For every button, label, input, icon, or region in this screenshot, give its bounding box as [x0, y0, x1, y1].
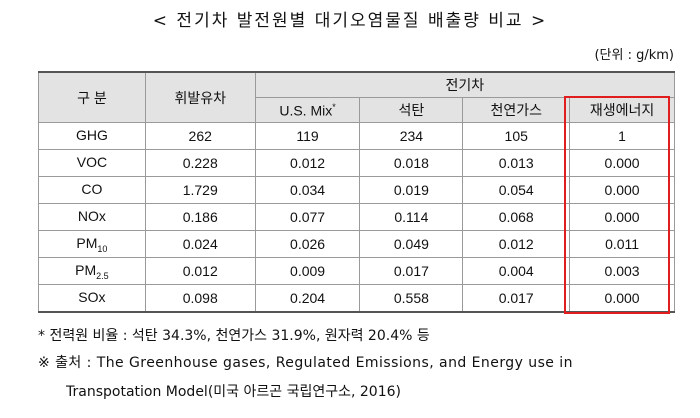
cell-coal: 0.017 [359, 257, 464, 285]
header-renewable: 재생에너지 [569, 97, 675, 123]
cell-us-mix: 0.009 [254, 257, 361, 285]
row-label: NOx [38, 203, 146, 231]
cell-coal: 0.018 [359, 149, 464, 177]
header-us-mix-mark: * [332, 101, 336, 112]
header-us-mix-label: U.S. Mix [279, 102, 333, 119]
header-gasoline: 휘발유차 [144, 71, 256, 123]
cell-natural-gas: 0.004 [462, 257, 571, 285]
page-title: < 전기차 발전원별 대기오염물질 배출량 비교 > [152, 11, 548, 31]
row-label: VOC [38, 149, 146, 177]
power-mix-note: * 전력원 비율 : 석탄 34.3%, 천연가스 31.9%, 원자력 20.… [38, 328, 430, 344]
cell-renewable: 1 [569, 122, 675, 150]
cell-coal: 0.019 [359, 176, 464, 204]
cell-coal: 0.558 [359, 284, 464, 313]
cell-renewable: 0.000 [569, 203, 675, 231]
emissions-table: 구 분 휘발유차 전기차 U.S. Mix* 석탄 천연가스 재생에너지 GHG… [38, 71, 676, 313]
cell-natural-gas: 0.017 [462, 284, 571, 313]
header-natural-gas: 천연가스 [462, 97, 571, 123]
header-coal: 석탄 [359, 97, 464, 123]
cell-us-mix: 0.012 [254, 149, 361, 177]
row-label-text: CO [81, 180, 103, 197]
cell-gasoline: 0.186 [144, 203, 256, 231]
row-label-subscript: 2.5 [96, 270, 109, 281]
cell-renewable: 0.011 [569, 230, 675, 258]
cell-coal: 0.114 [359, 203, 464, 231]
cell-natural-gas: 105 [462, 122, 571, 150]
row-label: SOx [38, 284, 146, 313]
header-us-mix: U.S. Mix* [254, 97, 361, 123]
cell-gasoline: 0.228 [144, 149, 256, 177]
row-label: GHG [38, 122, 146, 150]
cell-coal: 234 [359, 122, 464, 150]
row-label-text: SOx [78, 288, 106, 305]
cell-natural-gas: 0.012 [462, 230, 571, 258]
row-label-text: VOC [76, 153, 108, 170]
cell-natural-gas: 0.068 [462, 203, 571, 231]
cell-coal: 0.049 [359, 230, 464, 258]
table-row: CO 1.729 0.034 0.019 0.054 0.000 [38, 176, 675, 204]
table-row: VOC 0.228 0.012 0.018 0.013 0.000 [38, 149, 675, 177]
cell-gasoline: 0.098 [144, 284, 256, 313]
cell-natural-gas: 0.054 [462, 176, 571, 204]
cell-renewable: 0.000 [569, 284, 675, 313]
row-label-text: PM [75, 261, 97, 278]
cell-us-mix: 0.204 [254, 284, 361, 313]
source-note-line2: Transpotation Model(미국 아르곤 국립연구소, 2016) [66, 384, 401, 400]
row-label: CO [38, 176, 146, 204]
table-row: PM2.5 0.012 0.009 0.017 0.004 0.003 [38, 257, 675, 285]
row-label-subscript: 10 [97, 243, 108, 254]
table-row: SOx 0.098 0.204 0.558 0.017 0.000 [38, 284, 675, 313]
cell-gasoline: 262 [144, 122, 256, 150]
unit-label: (단위 : g/km) [594, 48, 674, 63]
row-label-text: GHG [75, 126, 108, 143]
row-label: PM2.5 [38, 257, 146, 285]
cell-renewable: 0.003 [569, 257, 675, 285]
cell-gasoline: 0.024 [144, 230, 256, 258]
cell-gasoline: 1.729 [144, 176, 256, 204]
header-category: 구 분 [38, 71, 146, 123]
table-row: NOx 0.186 0.077 0.114 0.068 0.000 [38, 203, 675, 231]
source-note-line1: ※ 출처 : The Greenhouse gases, Regulated E… [38, 355, 573, 371]
cell-gasoline: 0.012 [144, 257, 256, 285]
cell-us-mix: 0.026 [254, 230, 361, 258]
cell-us-mix: 0.034 [254, 176, 361, 204]
row-label-text: PM [76, 234, 98, 251]
cell-renewable: 0.000 [569, 176, 675, 204]
cell-renewable: 0.000 [569, 149, 675, 177]
table-row: PM10 0.024 0.026 0.049 0.012 0.011 [38, 230, 675, 258]
table-row: GHG 262 119 234 105 1 [38, 122, 675, 150]
cell-us-mix: 0.077 [254, 203, 361, 231]
header-ev-group: 전기차 [254, 71, 676, 98]
cell-us-mix: 119 [254, 122, 361, 150]
row-label-text: NOx [77, 207, 106, 224]
row-label: PM10 [38, 230, 146, 258]
cell-natural-gas: 0.013 [462, 149, 571, 177]
